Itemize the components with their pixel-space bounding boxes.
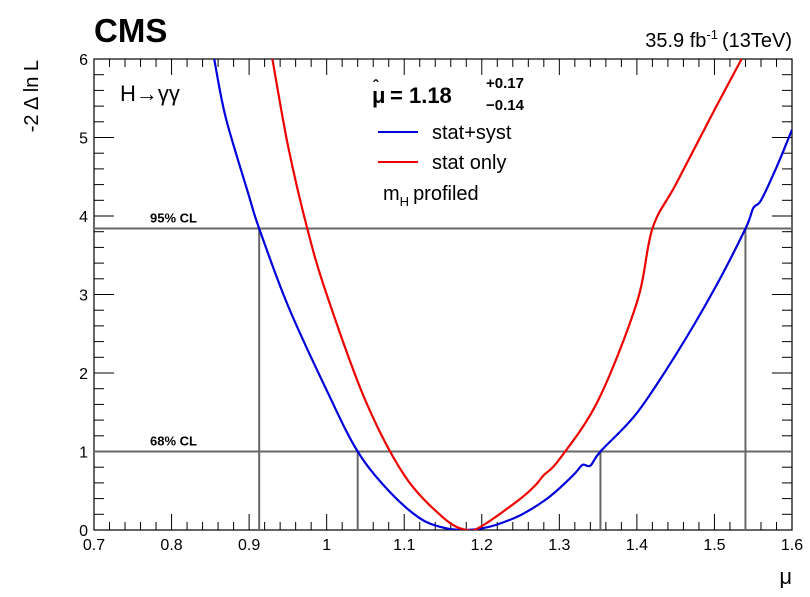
fit-error-down: −0.14 — [486, 97, 525, 114]
x-tick-label: 1.6 — [781, 537, 803, 554]
x-tick-label: 1.4 — [626, 537, 648, 554]
x-tick-label: 0.9 — [238, 537, 260, 554]
y-axis-label: -2 Δ ln L — [21, 60, 43, 132]
cl-label: 95% CL — [150, 211, 197, 226]
y-tick-label: 1 — [79, 445, 88, 462]
y-tick-label: 0 — [79, 523, 88, 540]
mu-hat-caret: ˆ — [373, 78, 379, 95]
legend-label-stat-syst: stat+syst — [432, 122, 512, 144]
y-tick-label: 6 — [79, 52, 88, 69]
y-tick-label: 4 — [79, 209, 88, 226]
legend: stat+syst stat only mH profiled — [378, 122, 512, 209]
y-tick-label: 2 — [79, 366, 88, 383]
confidence-level-lines: 95% CL 68% CL — [94, 211, 792, 530]
x-tick-label: 1.2 — [471, 537, 493, 554]
x-tick-label: 1.1 — [393, 537, 415, 554]
fit-value: = 1.18 — [390, 83, 452, 108]
legend-label-stat-only: stat only — [432, 152, 506, 174]
series-line-stat-only — [271, 59, 743, 530]
x-tick-label: 1.3 — [548, 537, 570, 554]
y-tick-label: 3 — [79, 288, 88, 305]
y-tick-label: 5 — [79, 131, 88, 148]
x-axis-label: μ — [779, 564, 792, 589]
channel-label: H→γγ — [120, 81, 180, 106]
experiment-label: CMS — [94, 12, 167, 49]
x-tick-label: 0.7 — [83, 537, 105, 554]
fit-result: μ ˆ = 1.18 +0.17 −0.14 — [372, 75, 525, 114]
x-tick-label: 0.8 — [160, 537, 182, 554]
series-line-stat-syst — [213, 59, 792, 530]
mu-hat-symbol: μ — [372, 83, 385, 108]
legend-note-mh-profiled: mH profiled — [383, 183, 479, 209]
x-tick-label: 1.5 — [703, 537, 725, 554]
fit-error-up: +0.17 — [486, 75, 524, 92]
x-tick-label: 1 — [322, 537, 331, 554]
series-lines — [213, 59, 792, 530]
cl-label: 68% CL — [150, 434, 197, 449]
lumi-label: 35.9 fb-1 (13TeV) — [645, 27, 792, 52]
